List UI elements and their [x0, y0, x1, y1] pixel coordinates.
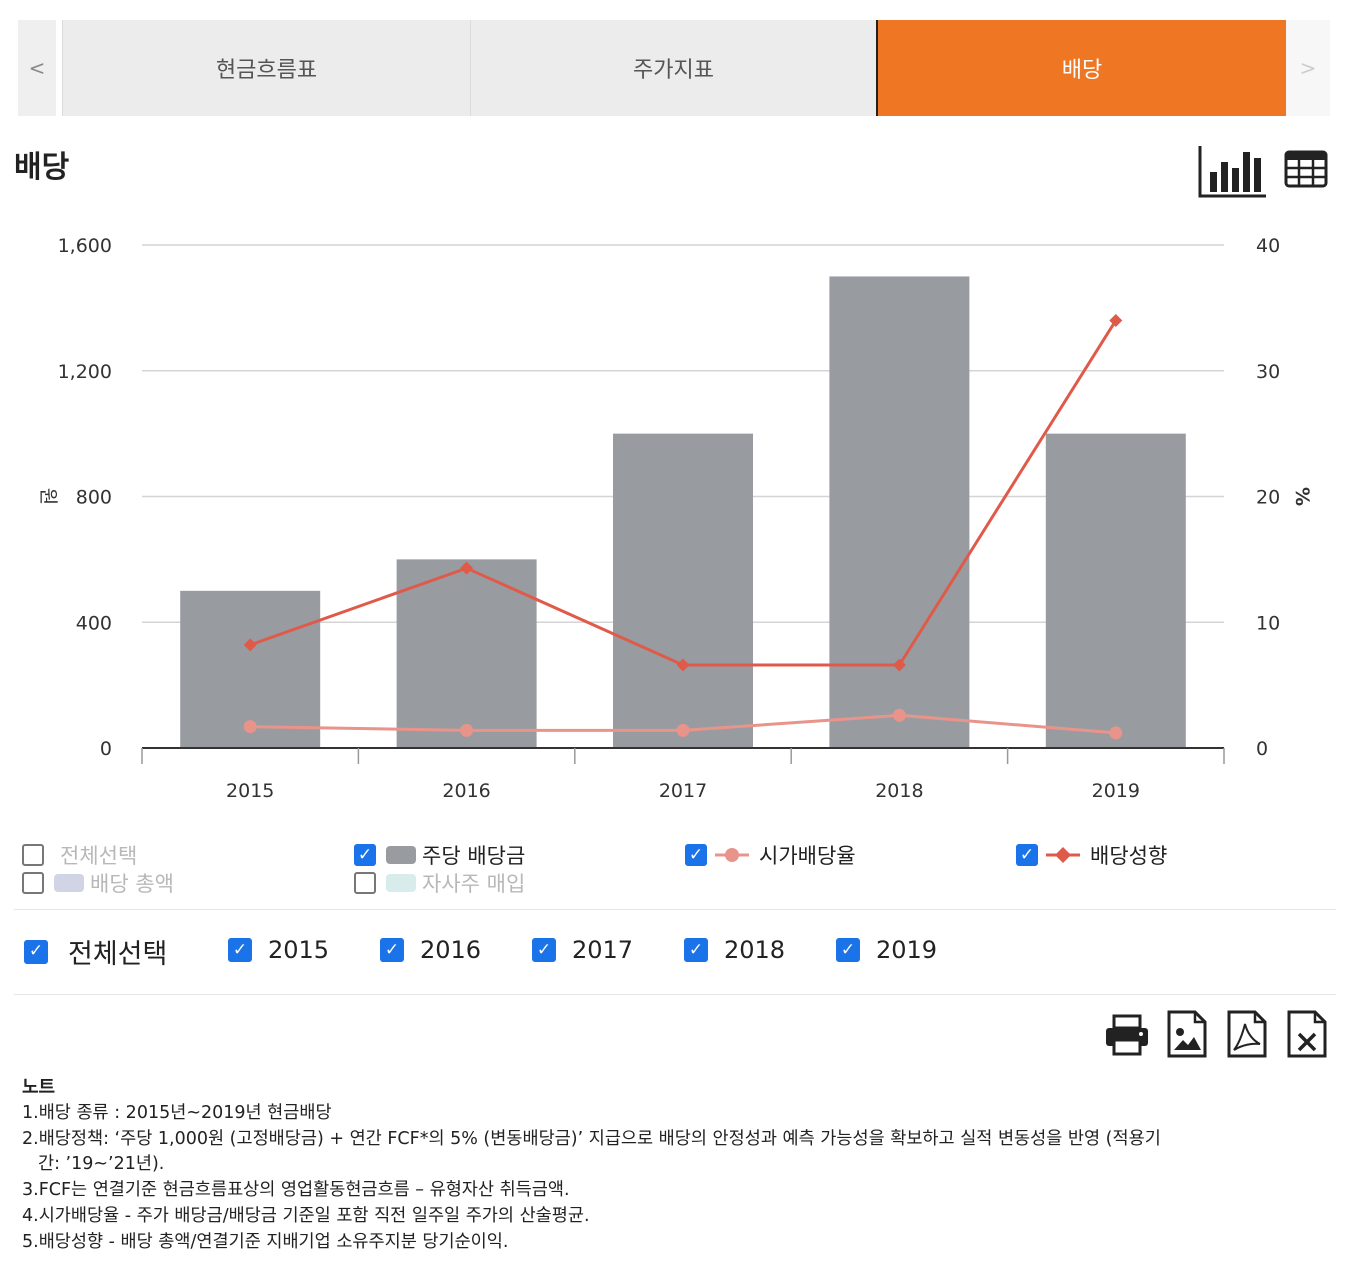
y-tick-label: 1,200 [58, 361, 112, 383]
legend-total-dividend-label: 배당 총액 [90, 872, 174, 896]
legend-buyback-label: 자사주 매입 [422, 872, 526, 896]
note-line: 4.시가배당율 - 주가 배당금/배당금 기준일 포함 직전 일주일 주가의 산… [22, 1205, 590, 1226]
year-2018[interactable]: 2018 [684, 936, 785, 964]
bar-dps-2017 [613, 433, 753, 748]
tab-cash-flow[interactable]: 현금흐름표 [62, 20, 470, 116]
buyback-swatch [386, 874, 416, 892]
year-select-all[interactable]: 전체선택 [24, 932, 167, 971]
bar-chart-icon[interactable] [1198, 144, 1268, 202]
y-tick-label: 1,600 [58, 235, 112, 257]
legend-dps-checkbox[interactable] [354, 844, 376, 866]
y-tick-label: 0 [100, 738, 112, 760]
payout-line-swatch [1046, 847, 1080, 863]
y2-axis-title: % [1291, 487, 1313, 506]
year-2015[interactable]: 2015 [228, 936, 329, 964]
legend-select-all[interactable]: 전체선택 [22, 840, 137, 870]
divider [14, 994, 1336, 995]
excel-icon[interactable] [1286, 1010, 1328, 1062]
bar-dps-2019 [1045, 433, 1186, 748]
legend-select-all-checkbox[interactable] [22, 844, 44, 866]
year-2016-label: 2016 [420, 936, 482, 964]
year-2017[interactable]: 2017 [532, 936, 633, 964]
tab-bar: < 현금흐름표 주가지표 배당 > [18, 20, 1330, 116]
x-tick-label: 2019 [1092, 780, 1140, 802]
yield-point-2016 [460, 723, 474, 737]
legend-yield[interactable]: 시가배당율 [685, 840, 856, 870]
y-axis-title: 원 [37, 488, 59, 505]
year-2017-label: 2017 [572, 936, 634, 964]
tab-next-button[interactable]: > [1286, 20, 1330, 116]
dividend-chart: 0 400 800 1,200 1,600 0 10 20 30 40 원 % 2015 2016 2017… [37, 235, 1313, 802]
note-line: 2.배당정책: ‘주당 1,000원 (고정배당금) + 연간 FCF*의 5%… [22, 1128, 1161, 1149]
y2-tick-label: 10 [1256, 612, 1280, 634]
x-tick-label: 2016 [442, 780, 490, 802]
note-line: 5.배당성향 - 배당 총액/연결기준 지배기업 소유주지분 당기순이익. [22, 1231, 509, 1252]
year-select-all-label: 전체선택 [68, 939, 168, 970]
tab-dividend[interactable]: 배당 [876, 20, 1286, 116]
yield-point-2019 [1109, 726, 1123, 740]
year-select-all-checkbox[interactable] [24, 939, 48, 964]
tab-prev-button[interactable]: < [18, 20, 56, 116]
payout-point-2015 [243, 638, 257, 652]
chart-legend: 전체선택 배당 총액 주당 배당금 자사주 매입 시가배당율 배당성향 [0, 836, 1362, 900]
year-2016-checkbox[interactable] [380, 938, 404, 962]
x-tick-label: 2017 [659, 780, 707, 802]
payout-point-2016 [460, 561, 474, 575]
x-tick-label: 2015 [226, 780, 274, 802]
legend-payout-checkbox[interactable] [1016, 844, 1038, 866]
legend-total-dividend[interactable]: 배당 총액 [22, 868, 174, 898]
legend-dps[interactable]: 주당 배당금 [354, 840, 525, 870]
y-tick-label: 400 [76, 612, 112, 634]
divider [14, 909, 1336, 910]
y2-tick-label: 30 [1256, 361, 1280, 383]
year-2018-checkbox[interactable] [684, 938, 708, 962]
note-line: 3.FCF는 연결기준 현금흐름표상의 영업활동현금흐름 – 유형자산 취득금액… [22, 1180, 570, 1201]
year-2016[interactable]: 2016 [380, 936, 481, 964]
legend-buyback[interactable]: 자사주 매입 [354, 868, 525, 898]
year-2019[interactable]: 2019 [836, 936, 937, 964]
payout-point-2017 [676, 658, 690, 672]
legend-total-dividend-checkbox[interactable] [22, 872, 44, 894]
y2-tick-label: 0 [1256, 738, 1268, 760]
total-dividend-swatch [54, 874, 84, 892]
y-tick-label: 800 [76, 487, 112, 509]
legend-dps-label: 주당 배당금 [422, 844, 526, 868]
legend-payout[interactable]: 배당성향 [1016, 840, 1167, 870]
year-2015-label: 2015 [268, 936, 330, 964]
legend-yield-label: 시가배당율 [759, 844, 856, 868]
note-line: 간: ’19~’21년). [38, 1154, 165, 1175]
year-2019-checkbox[interactable] [836, 938, 860, 962]
bar-dps-2018 [829, 276, 970, 748]
pdf-icon[interactable] [1226, 1010, 1268, 1062]
note-line: 1.배당 종류 : 2015년~2019년 현금배당 [22, 1102, 332, 1123]
bar-dps-2016 [396, 559, 537, 748]
year-2018-label: 2018 [724, 936, 786, 964]
payout-point-2019 [1109, 313, 1123, 327]
notes-section: 노트 1.배당 종류 : 2015년~2019년 현금배당 2.배당정책: ‘주… [22, 1075, 1322, 1256]
year-2017-checkbox[interactable] [532, 938, 556, 962]
tab-stock-indicators[interactable]: 주가지표 [470, 20, 876, 116]
print-icon[interactable] [1104, 1014, 1150, 1060]
yield-point-2017 [676, 723, 690, 737]
y2-tick-label: 40 [1256, 235, 1280, 257]
x-tick-label: 2018 [875, 780, 923, 802]
yield-line-swatch [715, 848, 749, 862]
yield-point-2015 [243, 720, 257, 734]
year-filter: 전체선택 2015 2016 2017 2018 2019 [0, 930, 1362, 980]
legend-payout-label: 배당성향 [1090, 844, 1168, 868]
section-title: 배당 [14, 150, 70, 185]
legend-select-all-label: 전체선택 [60, 844, 138, 868]
y2-tick-label: 20 [1256, 487, 1280, 509]
legend-buyback-checkbox[interactable] [354, 872, 376, 894]
notes-title: 노트 [22, 1077, 56, 1098]
payout-point-2018 [892, 658, 906, 672]
image-icon[interactable] [1166, 1010, 1208, 1062]
year-2019-label: 2019 [876, 936, 938, 964]
table-icon[interactable] [1284, 150, 1328, 192]
year-2015-checkbox[interactable] [228, 938, 252, 962]
dps-swatch [386, 846, 416, 864]
yield-point-2018 [892, 708, 906, 722]
legend-yield-checkbox[interactable] [685, 844, 707, 866]
